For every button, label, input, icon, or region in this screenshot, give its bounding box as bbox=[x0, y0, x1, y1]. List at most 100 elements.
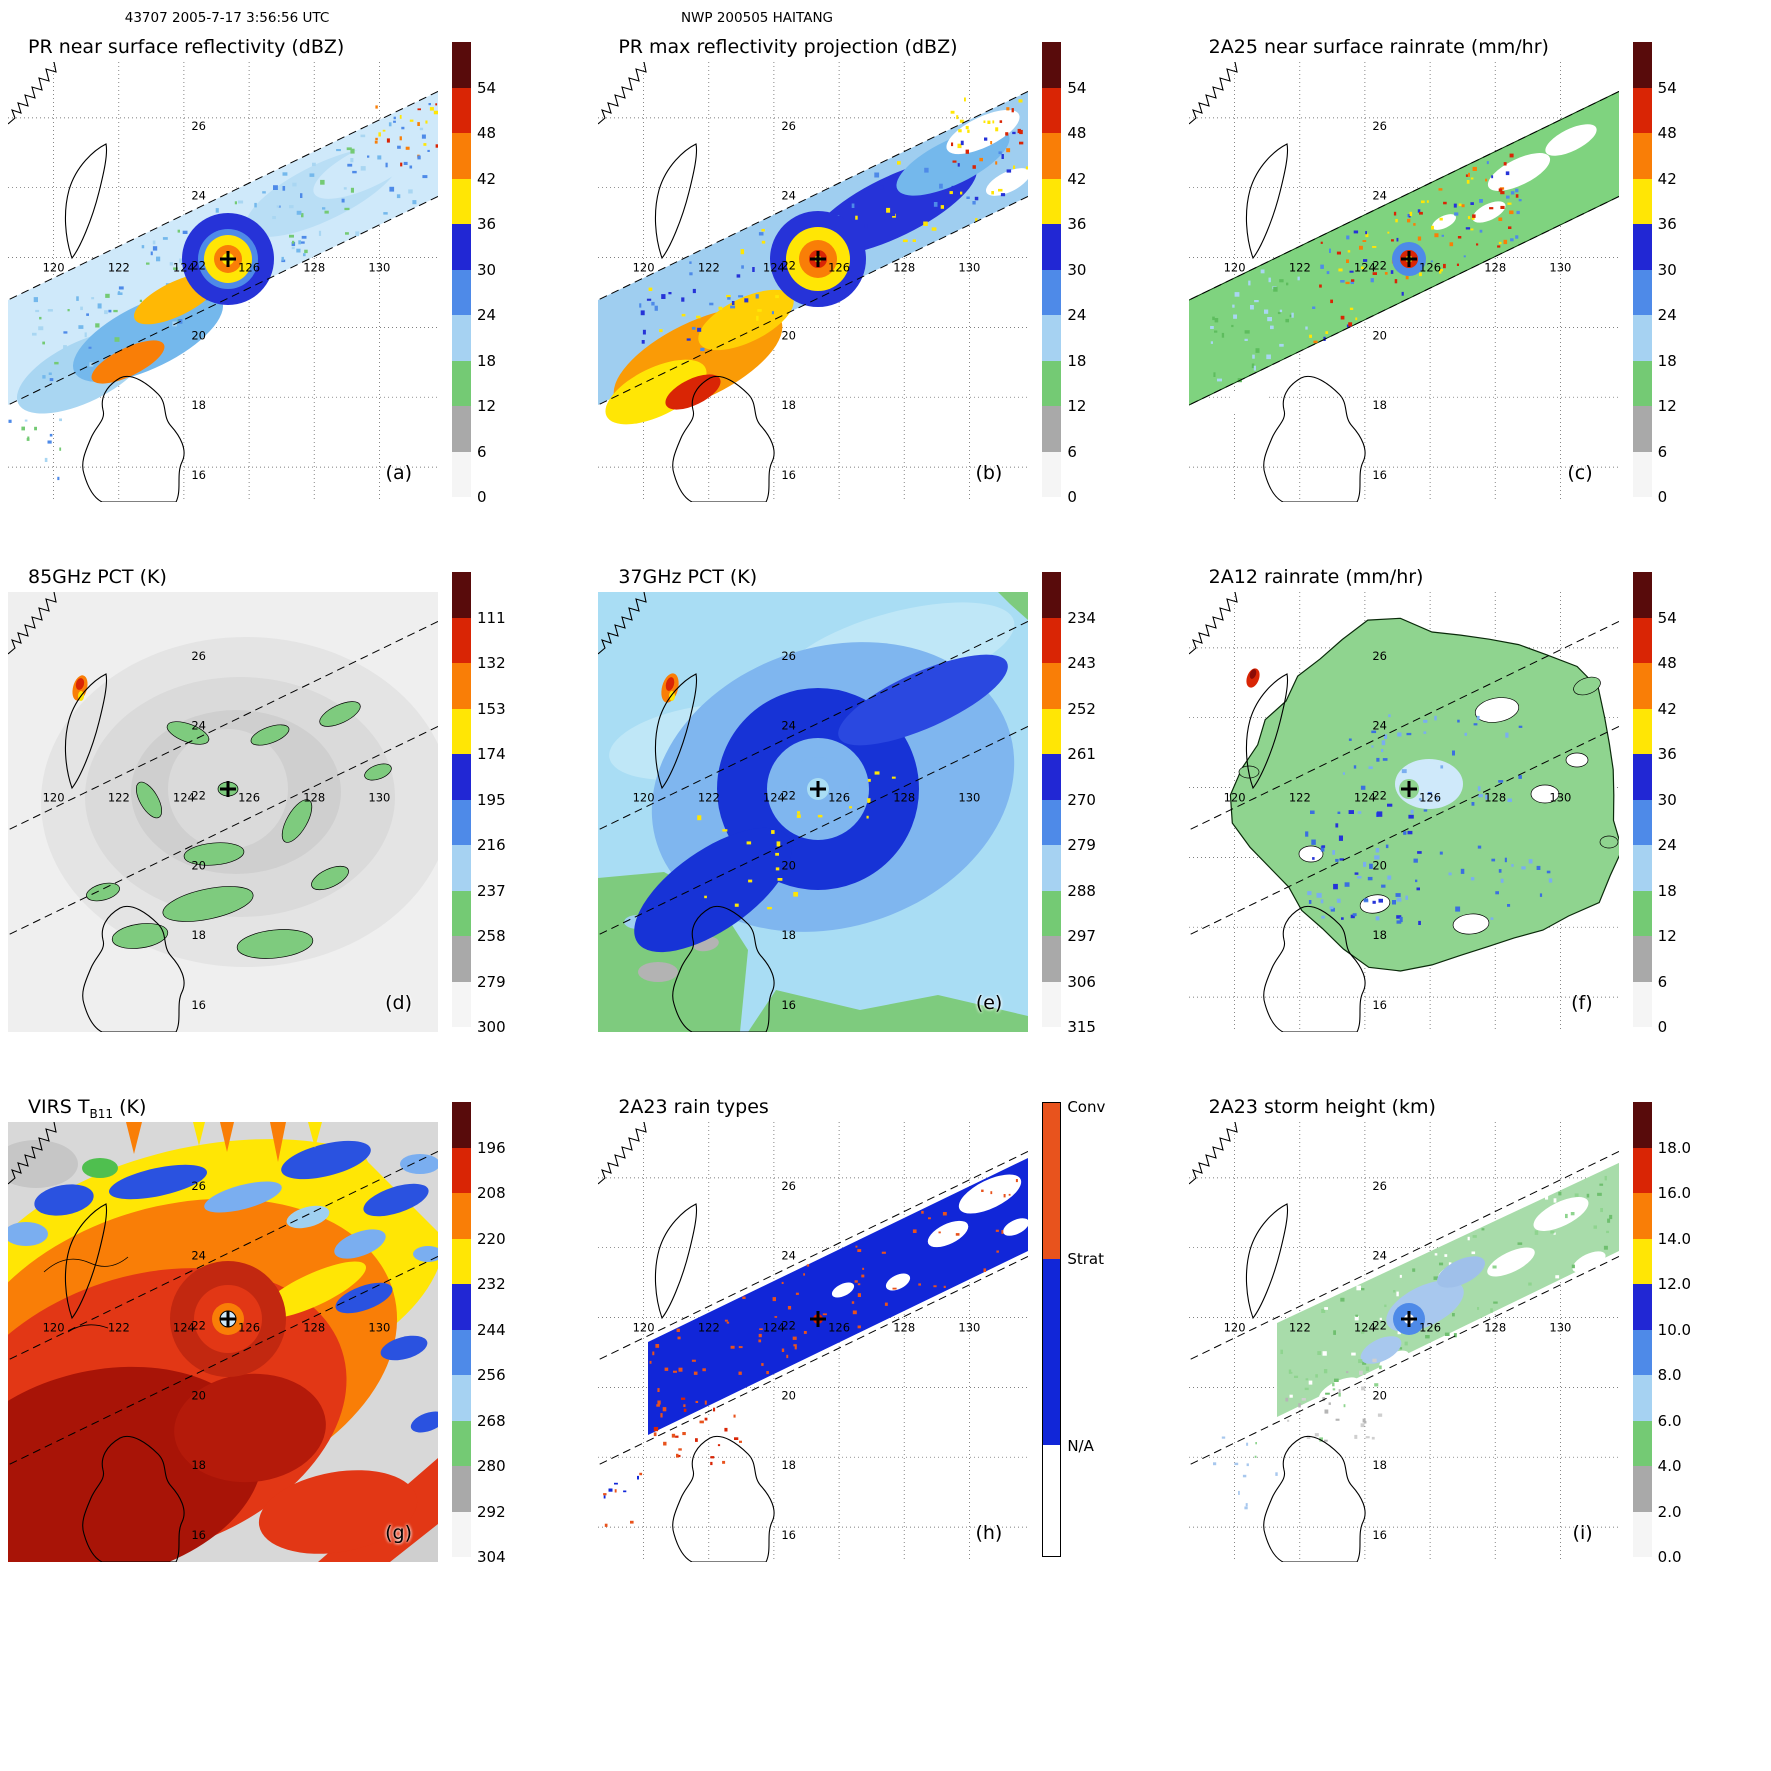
lon-tick-label: 120 bbox=[1223, 1321, 1245, 1335]
colorbar-segment bbox=[452, 663, 471, 709]
colorbar-segment bbox=[1042, 572, 1062, 618]
colorbar-segment bbox=[1042, 936, 1062, 982]
swath-edge-lines bbox=[598, 90, 1029, 406]
colorbar-segment bbox=[1632, 1420, 1652, 1466]
lon-tick-label: 124 bbox=[1354, 261, 1376, 275]
panel-title: PR near surface reflectivity (dBZ) bbox=[28, 36, 344, 58]
colorbar-tick-label: 48 bbox=[477, 124, 497, 142]
lat-tick-label: 20 bbox=[191, 858, 206, 872]
colorbar-ticks: 54 48 42 36 30 24 18 12 6 0 bbox=[1657, 572, 1728, 1037]
lat-tick-label: 24 bbox=[782, 189, 797, 203]
lon-tick-label: 128 bbox=[1484, 791, 1506, 805]
map-plot: 120 122 124 126 128 130 26 24 22 20 18 16 (i) bbox=[1188, 1122, 1619, 1562]
colorbar-tick-label: 36 bbox=[477, 215, 497, 233]
colorbar-ticks: 18.0 16.0 14.0 12.0 10.0 8.0 6.0 4.0 2.0 0.0 bbox=[1658, 1102, 1728, 1567]
colorbar-tick-label: 54 bbox=[1657, 608, 1677, 627]
coastlines bbox=[8, 62, 185, 502]
swath-edge-lines bbox=[598, 1150, 1029, 1466]
colorbar-tick-label: Conv bbox=[1067, 1098, 1106, 1117]
colorbar-segment bbox=[1632, 451, 1652, 497]
colorbar-ticks: 54 48 42 36 30 24 18 12 6 0 bbox=[1657, 42, 1728, 507]
colorbar-segment bbox=[452, 754, 471, 800]
lon-tick-label: 124 bbox=[173, 261, 195, 275]
lon-tick-label: 126 bbox=[1419, 791, 1441, 805]
colorbar-tick-label: 208 bbox=[477, 1184, 506, 1202]
lat-tick-label: 16 bbox=[191, 1528, 206, 1542]
colorbar-segment bbox=[1632, 708, 1652, 754]
grid-labels: 120 122 124 126 128 130 26 24 22 20 18 16 bbox=[43, 1179, 391, 1542]
panel-letter: (c) bbox=[1567, 462, 1593, 484]
lat-tick-label: 18 bbox=[782, 398, 797, 412]
lon-tick-label: 128 bbox=[894, 261, 916, 275]
lat-tick-label: 18 bbox=[1372, 928, 1387, 942]
colorbar-segment bbox=[1043, 1445, 1061, 1556]
colorbar-segment bbox=[452, 890, 471, 936]
colorbar-segment bbox=[452, 1102, 471, 1148]
grid-labels: 120 122 124 126 128 130 26 24 22 20 18 16 bbox=[633, 649, 981, 1012]
panel-title: 2A23 storm height (km) bbox=[1209, 1096, 1436, 1118]
lat-tick-label: 22 bbox=[1372, 259, 1387, 273]
lat-tick-label: 26 bbox=[191, 1179, 206, 1193]
coastline-china bbox=[598, 62, 648, 125]
colorbar-segment bbox=[1043, 1259, 1061, 1445]
coastline-taiwan bbox=[64, 1203, 108, 1320]
colorbar-tick-label: 6 bbox=[1657, 972, 1668, 991]
colorbar-segment bbox=[1042, 754, 1062, 800]
colorbar-segment bbox=[1632, 572, 1652, 618]
colorbar-tick-label: 6 bbox=[1067, 442, 1077, 461]
colorbar-tick-label: 220 bbox=[477, 1229, 506, 1248]
colorbar-tick-label: 0 bbox=[1657, 1018, 1668, 1036]
colorbar-segment bbox=[1632, 936, 1652, 982]
colorbar-tick-label: 234 bbox=[1067, 608, 1096, 627]
colorbar-tick-label: 30 bbox=[1067, 260, 1087, 279]
colorbar-segment bbox=[1632, 1375, 1652, 1421]
colorbar-segment bbox=[452, 936, 471, 982]
coastline-taiwan bbox=[64, 673, 108, 790]
colorbar-segment bbox=[1042, 178, 1062, 224]
colorbar-tick-label: 174 bbox=[477, 745, 506, 763]
colorbar-ticks: 196 208 220 232 244 256 268 280 292 304 bbox=[477, 1102, 547, 1567]
colorbar-segment bbox=[452, 1193, 471, 1239]
colorbar-segment bbox=[1632, 1511, 1652, 1557]
storm-center-marker bbox=[1400, 781, 1417, 797]
colorbar-segment bbox=[452, 1420, 471, 1466]
colorbar-segment bbox=[1042, 617, 1062, 663]
coastline-luzon bbox=[672, 376, 775, 502]
colorbar-tick-label: 12 bbox=[1657, 397, 1677, 415]
panel-title: VIRS TB11 (K) bbox=[28, 1096, 146, 1121]
lat-tick-label: 26 bbox=[191, 119, 206, 133]
map-plot: 120 122 124 126 128 130 26 24 22 20 18 16 (c) bbox=[1188, 62, 1619, 502]
panel-title-text: VIRS T bbox=[28, 1096, 90, 1118]
colorbar-tick-label: 18 bbox=[1657, 881, 1677, 900]
panel-title-text: 2A23 storm height (km) bbox=[1208, 1096, 1436, 1118]
colorbar-tick-label: 292 bbox=[477, 1502, 506, 1521]
colorbar-segment bbox=[1632, 87, 1652, 133]
lon-tick-label: 126 bbox=[1419, 261, 1441, 275]
colorbar-tick-label: 0.0 bbox=[1657, 1548, 1682, 1566]
lat-tick-label: 18 bbox=[1372, 398, 1387, 412]
panel-letter: (e) bbox=[975, 992, 1003, 1014]
colorbar-ticks: Conv Strat N/A bbox=[1067, 1098, 1137, 1557]
colorbar-tick-label: 195 bbox=[477, 790, 506, 809]
colorbar-segment bbox=[1632, 617, 1652, 663]
colorbar-segment bbox=[1632, 1329, 1652, 1375]
map-f: 120 122 124 126 128 130 26 24 22 20 18 16 bbox=[1188, 592, 1619, 1032]
lat-tick-label: 16 bbox=[782, 998, 797, 1012]
colorbar-tick-label: 18 bbox=[1067, 351, 1087, 370]
colorbar-segment bbox=[1042, 360, 1062, 406]
storm-center-marker bbox=[1400, 1311, 1417, 1327]
colorbar-tick-label: 24 bbox=[1657, 306, 1677, 324]
lon-tick-label: 124 bbox=[763, 791, 785, 805]
colorbar-tick-label: 18 bbox=[477, 351, 497, 370]
coastlines bbox=[8, 592, 185, 1032]
colorbar-segment bbox=[1042, 708, 1062, 754]
colorbar bbox=[1042, 42, 1062, 497]
colorbar-tick-label: 279 bbox=[477, 972, 506, 991]
colorbar-segment bbox=[1042, 981, 1062, 1027]
colorbar-tick-label: 256 bbox=[477, 1366, 506, 1384]
colorbar-tick-label: 244 bbox=[477, 1320, 506, 1339]
lat-tick-label: 26 bbox=[1372, 1179, 1387, 1193]
colorbar-tick-label: 0 bbox=[1657, 488, 1668, 506]
swath-edge-lines bbox=[598, 620, 1029, 936]
colorbar bbox=[1632, 572, 1652, 1027]
